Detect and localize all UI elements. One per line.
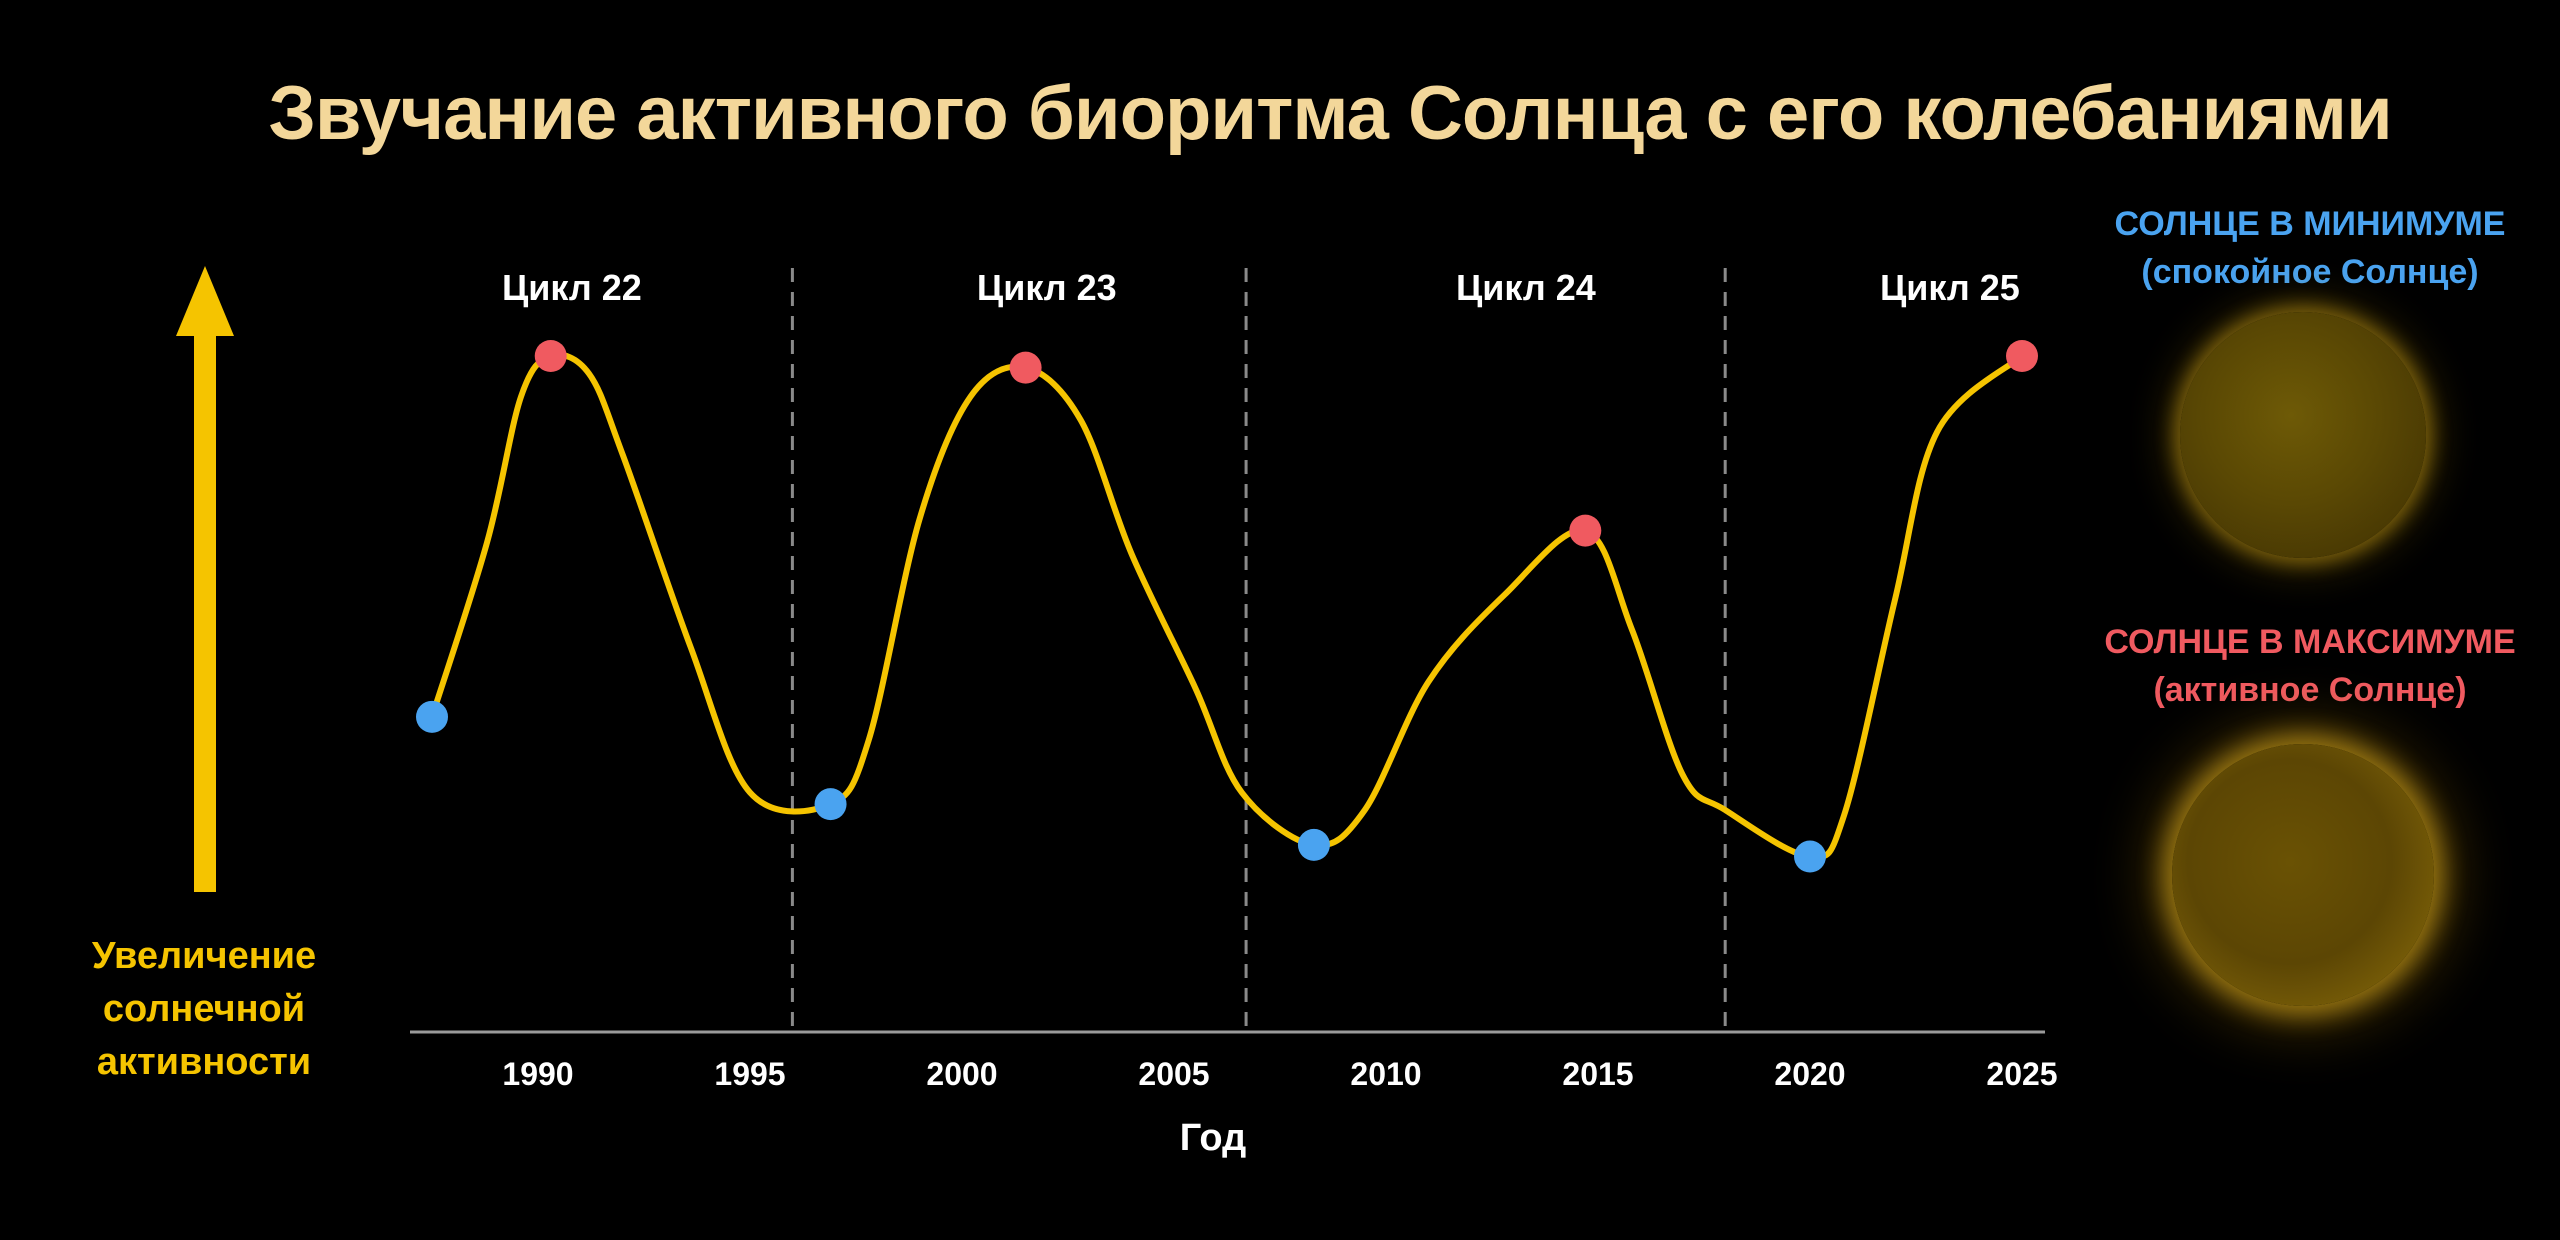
minimum-point <box>1794 840 1826 873</box>
minimum-legend: СОЛНЦЕ В МИНИМУМЕ (спокойное Солнце) <box>2090 200 2530 296</box>
maximum-point <box>2006 340 2038 372</box>
active-sun-image <box>2172 744 2434 1006</box>
x-tick-label: 1990 <box>502 1056 573 1092</box>
maximum-point <box>1569 514 1602 547</box>
maximum-point <box>1009 351 1042 384</box>
activity-curve <box>429 351 2025 860</box>
quiet-sun-image <box>2180 312 2426 558</box>
x-tick-label: 1995 <box>714 1056 785 1092</box>
maximum-legend-title: СОЛНЦЕ В МАКСИМУМЕ <box>2104 623 2516 661</box>
cycle-dividers <box>790 268 1727 1028</box>
activity-arrow-head <box>176 266 234 336</box>
cycle-label: Цикл 22 <box>502 267 642 308</box>
activity-label-line: Увеличение <box>91 935 317 977</box>
minimum-point <box>814 788 847 821</box>
cycle-label: Цикл 23 <box>977 267 1117 308</box>
activity-label-line: активности <box>96 1041 312 1083</box>
cycle-label: Цикл 24 <box>1456 267 1596 308</box>
page-title: Звучание активного биоритма Солнца с его… <box>268 71 2392 156</box>
minimum-points <box>416 700 1826 873</box>
x-tick-label: 2005 <box>1138 1056 1209 1092</box>
x-tick-label: 2020 <box>1774 1056 1845 1092</box>
maximum-legend: СОЛНЦЕ В МАКСИМУМЕ (активное Солнце) <box>2090 618 2530 714</box>
x-tick-label: 2025 <box>1986 1056 2057 1092</box>
activity-label: Увеличение солнечной активности <box>54 930 354 1089</box>
cycle-labels: Цикл 22 Цикл 23 Цикл 24 Цикл 25 <box>502 267 2020 308</box>
x-tick-label: 2000 <box>926 1056 997 1092</box>
cycle-label: Цикл 25 <box>1880 267 2020 308</box>
maximum-points <box>534 340 2038 547</box>
minimum-point <box>1297 828 1330 861</box>
x-tick-label: 2010 <box>1350 1056 1421 1092</box>
minimum-legend-title: СОЛНЦЕ В МИНИМУМЕ <box>2114 205 2506 243</box>
minimum-legend-subtitle: (спокойное Солнце) <box>2141 253 2479 291</box>
maximum-legend-subtitle: (активное Солнце) <box>2153 671 2467 709</box>
x-axis-ticks: 1990 1995 2000 2005 2010 2015 2020 2025 <box>502 1056 2057 1092</box>
maximum-point <box>534 340 567 372</box>
activity-arrow-shaft <box>194 334 216 892</box>
x-tick-label: 2015 <box>1562 1056 1633 1092</box>
minimum-point <box>416 700 448 733</box>
activity-label-line: солнечной <box>102 988 306 1030</box>
x-axis-title: Год <box>1180 1117 1246 1159</box>
